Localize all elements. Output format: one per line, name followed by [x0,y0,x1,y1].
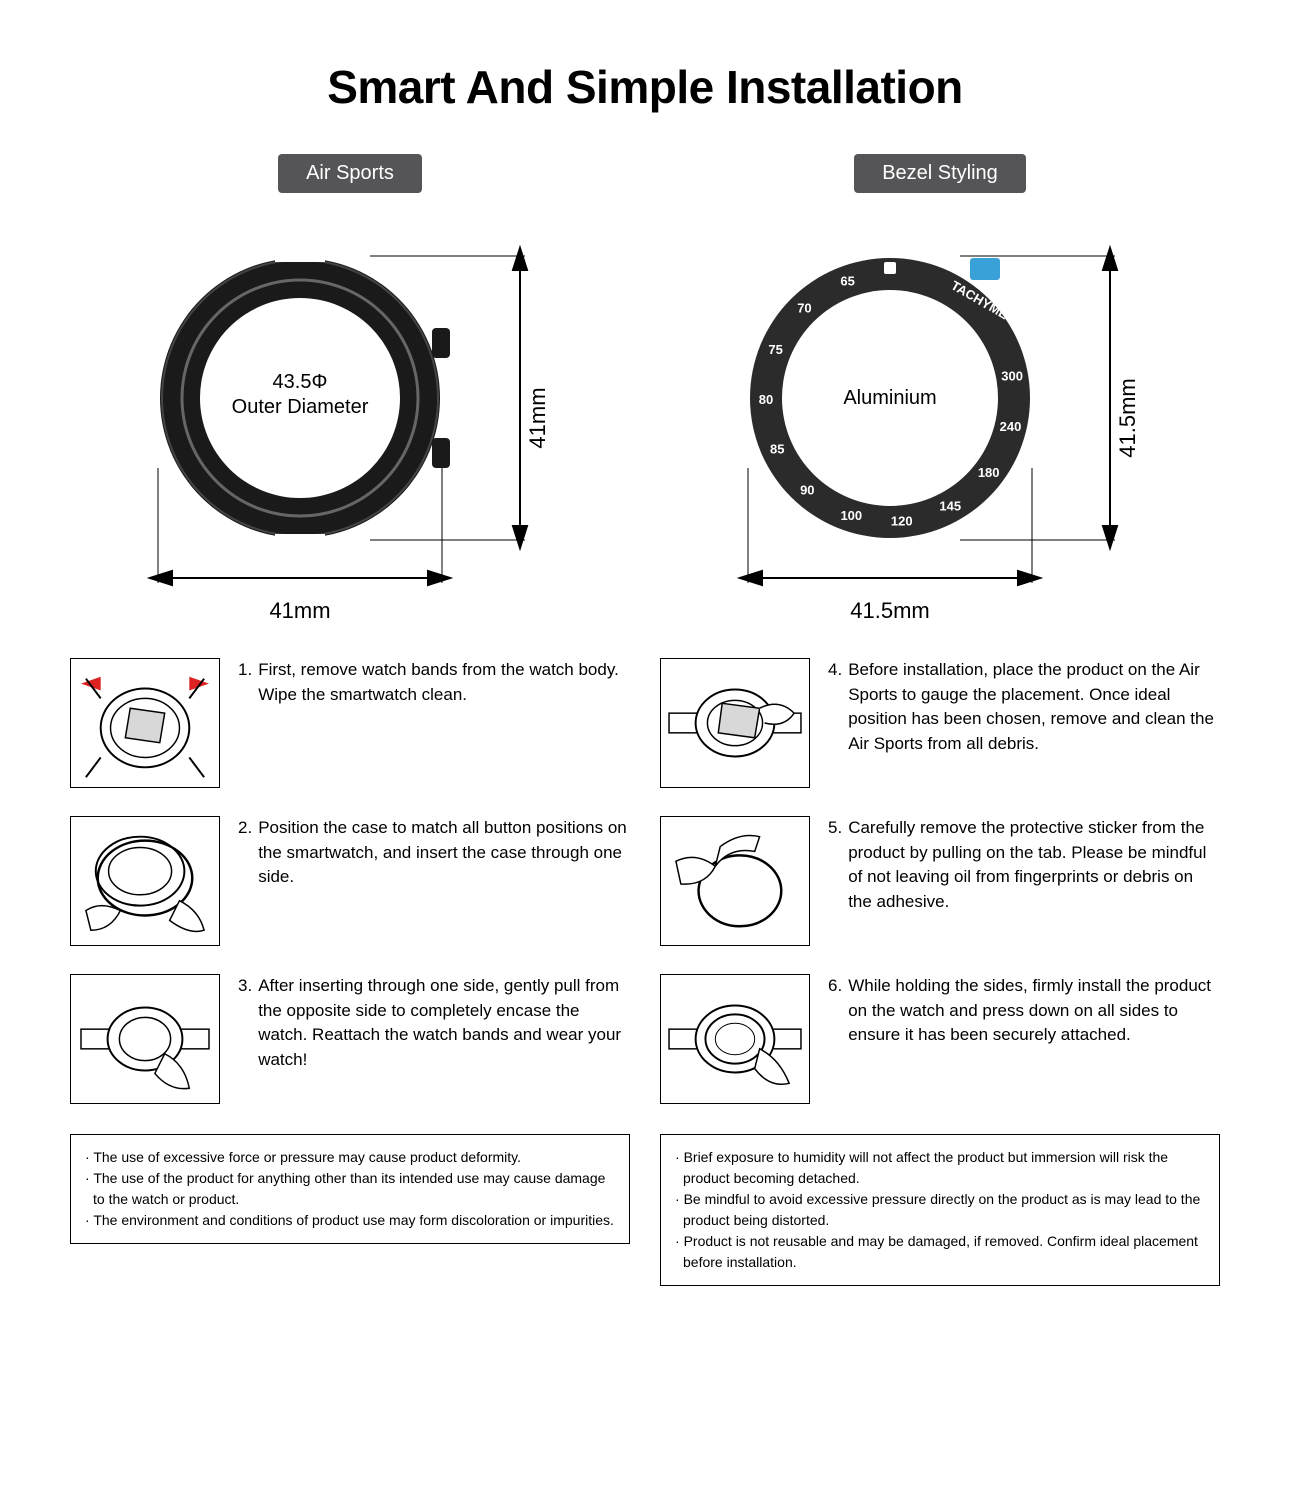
note-item: The environment and conditions of produc… [85,1210,615,1231]
center-label-1: 43.5Φ [273,371,328,393]
step-num: 2. [238,816,252,890]
svg-text:75: 75 [768,342,782,357]
step-num: 3. [238,974,252,1073]
note-item: Product is not reusable and may be damag… [675,1231,1205,1273]
height-label: 41mm [525,387,550,448]
column-bezel-styling: Bezel Styling 41.5mm [660,154,1220,1286]
step-2: 2. Position the case to match all button… [70,816,630,946]
svg-text:70: 70 [797,300,811,315]
svg-text:100: 100 [840,508,862,523]
step-body: Before installation, place the product o… [848,658,1220,757]
step-3-illustration [70,974,220,1104]
page-title: Smart And Simple Installation [70,60,1220,114]
note-item: Be mindful to avoid excessive pressure d… [675,1189,1205,1231]
step-num: 6. [828,974,842,1048]
center-label-1: Aluminium [843,387,936,409]
svg-text:90: 90 [800,482,814,497]
tab-air-sports: Air Sports [278,154,422,193]
step-1: 1. First, remove watch bands from the wa… [70,658,630,788]
note-item: The use of excessive force or pressure m… [85,1147,615,1168]
column-air-sports: Air Sports 41mm [70,154,630,1286]
step-4: 4. Before installation, place the produc… [660,658,1220,788]
svg-text:65: 65 [840,273,854,288]
svg-text:80: 80 [759,392,773,407]
diagram-air-sports: 41mm 43.5Φ Outer Diameter [70,218,630,638]
svg-text:120: 120 [891,513,913,528]
steps-right: 4. Before installation, place the produc… [660,658,1220,1104]
step-num: 4. [828,658,842,757]
height-label: 41.5mm [1115,378,1140,457]
step-num: 5. [828,816,842,915]
svg-text:85: 85 [770,442,784,457]
step-5: 5. Carefully remove the protective stick… [660,816,1220,946]
notes-left: The use of excessive force or pressure m… [70,1134,630,1244]
step-3: 3. After inserting through one side, gen… [70,974,630,1104]
svg-text:180: 180 [978,465,1000,480]
step-2-illustration [70,816,220,946]
step-body: Position the case to match all button po… [258,816,630,890]
steps-left: 1. First, remove watch bands from the wa… [70,658,630,1104]
step-num: 1. [238,658,252,707]
svg-text:300: 300 [1001,368,1023,383]
step-6-illustration [660,974,810,1104]
width-label: 41mm [269,598,330,623]
step-4-illustration [660,658,810,788]
svg-text:240: 240 [1000,419,1022,434]
tab-bezel-styling: Bezel Styling [854,154,1026,193]
note-item: Brief exposure to humidity will not affe… [675,1147,1205,1189]
step-5-illustration [660,816,810,946]
step-body: While holding the sides, firmly install … [848,974,1220,1048]
step-body: After inserting through one side, gently… [258,974,630,1073]
diagram-bezel-styling: 41.5mm TACHYMETER 6570758085901001201451… [660,218,1220,638]
svg-text:145: 145 [939,498,961,513]
step-1-illustration [70,658,220,788]
columns-container: Air Sports 41mm [70,154,1220,1286]
note-item: The use of the product for anything othe… [85,1168,615,1210]
step-6: 6. While holding the sides, firmly insta… [660,974,1220,1104]
step-body: First, remove watch bands from the watch… [258,658,630,707]
notes-right: Brief exposure to humidity will not affe… [660,1134,1220,1286]
center-label-2: Outer Diameter [232,396,369,418]
step-body: Carefully remove the protective sticker … [848,816,1220,915]
width-label: 41.5mm [850,598,929,623]
